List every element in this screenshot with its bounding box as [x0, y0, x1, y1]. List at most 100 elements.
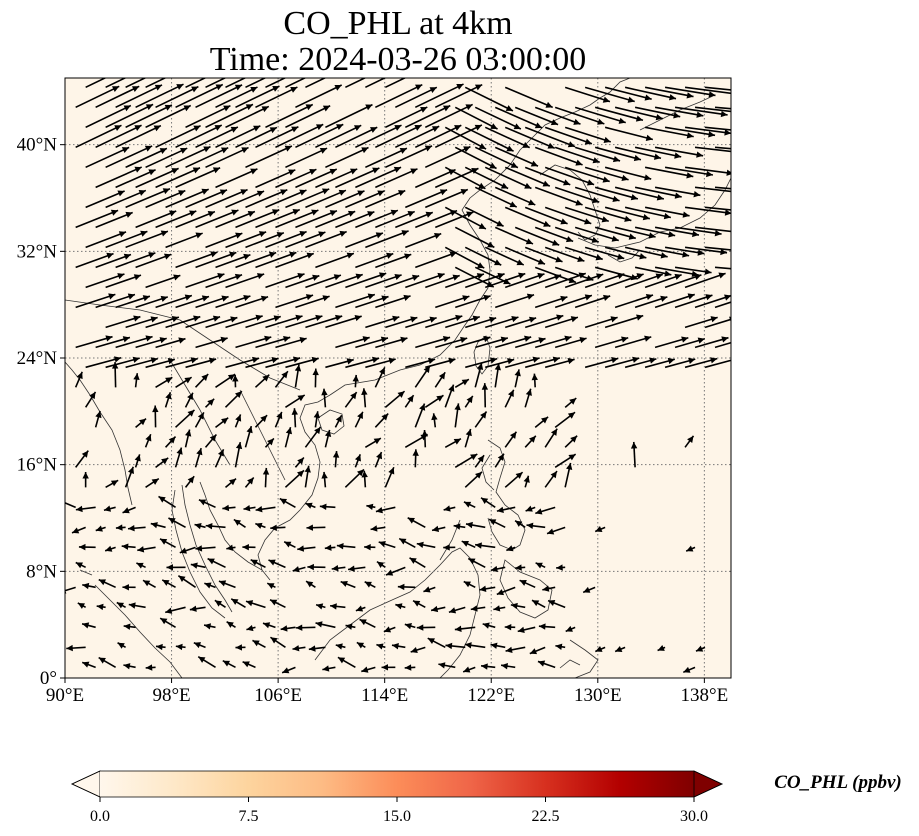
wind-arrow	[376, 560, 386, 568]
wind-arrow	[412, 449, 419, 468]
wind-arrow	[630, 441, 638, 468]
wind-arrow	[384, 78, 407, 89]
wind-arrow	[85, 356, 122, 369]
wind-arrow	[75, 209, 119, 229]
wind-arrow	[145, 147, 188, 169]
wind-arrow	[222, 504, 236, 512]
wind-arrow	[454, 453, 478, 469]
wind-arrow	[125, 147, 168, 169]
wind-arrow	[164, 391, 172, 408]
wind-arrow	[594, 646, 606, 653]
wind-arrow	[268, 559, 286, 569]
wind-arrow	[554, 106, 605, 125]
wind-arrow	[664, 166, 714, 178]
wind-arrow	[614, 226, 656, 239]
wind-arrow	[494, 363, 502, 388]
wind-arrow	[435, 336, 468, 349]
wind-arrow	[500, 663, 516, 670]
wind-arrow	[235, 251, 277, 269]
wind-arrow	[365, 78, 387, 89]
wind-arrow	[470, 605, 486, 612]
wind-arrow	[474, 146, 519, 169]
wind-arrow	[534, 226, 574, 243]
wind-arrow	[215, 417, 229, 428]
wind-arrow	[547, 599, 566, 609]
wind-arrow	[145, 78, 167, 89]
wind-arrow	[195, 84, 243, 109]
wind-arrow	[242, 660, 256, 669]
wind-arrow	[361, 388, 368, 408]
wind-arrow	[94, 410, 102, 428]
wind-arrow	[195, 251, 237, 269]
wind-arrow	[155, 210, 197, 229]
wind-arrow	[443, 505, 456, 512]
wind-arrow	[385, 274, 420, 289]
wind-arrow	[235, 295, 269, 309]
wind-arrow	[105, 103, 154, 129]
wind-arrow	[664, 357, 696, 369]
wind-arrow	[674, 337, 706, 349]
wind-arrow	[335, 126, 378, 149]
wind-arrow	[245, 600, 266, 609]
wind-arrow	[245, 189, 288, 209]
wind-arrow	[424, 394, 444, 409]
wind-arrow	[445, 642, 466, 650]
wind-arrow	[664, 126, 716, 138]
wind-arrow	[308, 645, 326, 652]
wind-arrow	[644, 166, 694, 179]
wind-arrow	[378, 540, 396, 549]
wind-arrow	[197, 656, 216, 669]
wind-arrow	[175, 124, 223, 149]
wind-arrow	[319, 503, 336, 510]
wind-arrow	[554, 453, 577, 469]
wind-arrow	[115, 524, 126, 531]
wind-arrow	[265, 103, 314, 129]
wind-arrow	[116, 601, 126, 609]
wind-arrow	[266, 582, 276, 589]
wind-arrow	[375, 124, 422, 149]
wind-arrow	[66, 644, 86, 652]
wind-arrow	[504, 272, 545, 289]
wind-arrow	[474, 454, 485, 468]
wind-arrow	[235, 644, 246, 651]
wind-arrow	[195, 336, 228, 349]
wind-arrow	[654, 266, 699, 278]
wind-arrow	[345, 232, 384, 249]
wind-arrow	[504, 86, 554, 109]
wind-arrow	[305, 502, 316, 509]
wind-arrow	[321, 471, 328, 488]
wind-arrow	[315, 124, 362, 149]
wind-arrow	[295, 295, 330, 309]
wind-arrow	[644, 126, 694, 139]
wind-arrow	[215, 210, 256, 229]
wind-arrow	[155, 337, 186, 349]
wind-arrow	[175, 643, 186, 651]
wind-arrow	[325, 190, 365, 209]
wind-arrow	[454, 625, 476, 633]
wind-arrow	[315, 210, 356, 229]
wind-arrow	[304, 465, 311, 488]
wind-arrow	[644, 86, 694, 99]
wind-arrow	[355, 252, 394, 269]
wind-arrow	[204, 398, 215, 408]
wind-arrow	[416, 624, 436, 631]
wind-arrow	[315, 168, 358, 189]
wind-arrow	[207, 557, 226, 569]
wind-arrow	[375, 294, 411, 309]
wind-arrow	[564, 435, 578, 448]
wind-arrow	[184, 392, 194, 408]
wind-arrow	[365, 273, 402, 289]
lon-tick-label: 138°E	[681, 685, 729, 706]
wind-arrow	[125, 316, 158, 329]
wind-arrow	[454, 146, 497, 170]
wind-arrow	[694, 294, 731, 309]
wind-arrow	[564, 462, 573, 488]
wind-arrow	[463, 501, 476, 509]
wind-arrow	[345, 623, 356, 630]
wind-arrow	[295, 209, 338, 229]
wind-arrow	[657, 645, 666, 652]
wind-arrow	[556, 564, 566, 571]
wind-arrow	[654, 293, 695, 309]
wind-arrow	[75, 85, 120, 109]
